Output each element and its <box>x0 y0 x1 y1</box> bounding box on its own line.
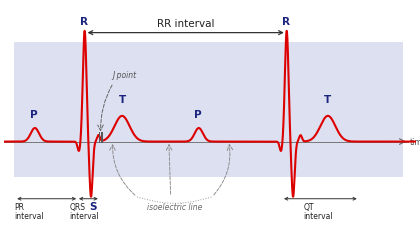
Text: S: S <box>89 202 97 212</box>
Text: J point: J point <box>112 71 136 80</box>
Text: P: P <box>194 110 202 120</box>
Text: T: T <box>324 95 331 105</box>
Text: QRS: QRS <box>70 202 86 211</box>
Text: isoelectric line: isoelectric line <box>147 202 202 211</box>
Text: PR: PR <box>15 202 25 211</box>
Bar <box>85 42 287 178</box>
Bar <box>13 42 85 178</box>
Text: T: T <box>118 95 126 105</box>
Text: time: time <box>410 138 420 146</box>
Text: interval: interval <box>70 211 99 220</box>
Text: P: P <box>30 110 38 120</box>
Text: interval: interval <box>15 211 44 220</box>
Text: RR interval: RR interval <box>157 19 215 29</box>
Text: R: R <box>80 17 88 27</box>
Bar <box>287 42 403 178</box>
Text: QT: QT <box>304 202 314 211</box>
Text: interval: interval <box>304 211 333 220</box>
Text: R: R <box>282 17 290 27</box>
